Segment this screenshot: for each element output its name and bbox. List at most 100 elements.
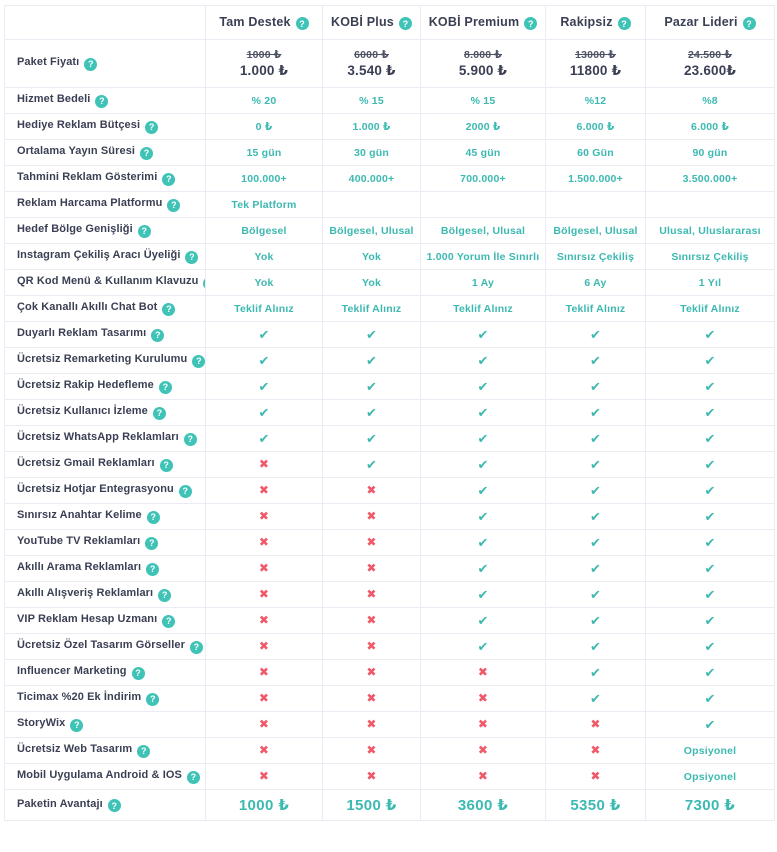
check-icon: ✔ (477, 638, 489, 654)
column-header-1: Tam Destek? (205, 5, 323, 40)
cross-icon: ✖ (258, 717, 270, 731)
cross-icon: ✖ (366, 769, 377, 783)
cell-text: Yok (361, 250, 382, 263)
help-icon[interactable]: ? (158, 380, 172, 394)
column-title: Pazar Lideri (664, 14, 738, 29)
help-icon[interactable]: ? (107, 799, 121, 813)
help-icon[interactable]: ? (185, 250, 199, 264)
row-label: Hedef Bölge Genişliği? (4, 217, 206, 244)
help-icon[interactable]: ? (95, 94, 109, 108)
column-header-5: Pazar Lideri? (645, 5, 775, 40)
value-cell: 400.000+ (322, 165, 421, 192)
help-icon[interactable]: ? (178, 484, 192, 498)
help-icon[interactable]: ? (146, 692, 160, 706)
table-body: Paket Fiyatı? 1000 ₺ 1.000 ₺ 6000 ₺ 3.540 ₺ 8… (4, 39, 775, 821)
current-price: 1.000 ₺ (239, 62, 289, 78)
row-label-text: Akıllı Arama Reklamları (17, 561, 142, 574)
help-icon[interactable]: ? (84, 57, 98, 71)
value-cell: ✖ (322, 685, 421, 712)
check-icon: ✔ (365, 326, 378, 342)
check-icon: ✔ (589, 482, 602, 498)
value-cell: ✔ (645, 373, 775, 400)
row-label: Ücretsiz Kullanıcı İzleme? (4, 399, 206, 426)
value-cell: 1000 ₺ (205, 789, 323, 821)
help-icon[interactable]: ? (152, 406, 166, 420)
help-icon[interactable]: ? (151, 328, 165, 342)
cross-icon: ✖ (258, 613, 270, 627)
check-icon: ✔ (704, 456, 716, 472)
value-cell: 3.500.000+ (645, 165, 775, 192)
value-cell (545, 191, 646, 218)
row-label-text: Çok Kanallı Akıllı Chat Bot (17, 301, 158, 314)
column-title: KOBİ Plus (331, 14, 394, 29)
help-icon[interactable]: ? (203, 276, 205, 290)
header-row: Tam Destek? KOBİ Plus? KOBİ Premium? Rakips… (4, 5, 775, 40)
value-cell: ✔ (545, 373, 646, 400)
value-cell: 5350 ₺ (545, 789, 646, 821)
value-cell: ✖ (322, 503, 421, 530)
value-cell: ✔ (645, 711, 775, 738)
row-label-text: Paket Fiyatı (17, 56, 80, 69)
help-icon[interactable]: ? (162, 302, 176, 316)
check-icon: ✔ (704, 534, 716, 550)
cross-icon: ✖ (258, 535, 270, 549)
row-label-text: Hedef Bölge Genişliği (17, 223, 133, 236)
cell-text: Bölgesel (241, 224, 287, 237)
value-cell: ✔ (645, 451, 775, 478)
help-icon[interactable]: ? (70, 718, 84, 732)
table-row: Ücretsiz Remarketing Kurulumu? ✔ ✔ ✔ ✔ ✔ (4, 347, 775, 374)
value-cell: ✔ (645, 399, 775, 426)
help-icon[interactable]: ? (137, 224, 151, 238)
help-icon[interactable]: ? (192, 354, 205, 368)
check-icon: ✔ (365, 430, 378, 446)
value-cell: Yok (205, 243, 323, 270)
cross-icon: ✖ (366, 639, 377, 653)
current-price: 5.900 ₺ (458, 62, 508, 78)
help-icon[interactable]: ? (183, 432, 197, 446)
cross-icon: ✖ (366, 535, 377, 549)
value-cell: 15 gün (205, 139, 323, 166)
cell-text: 5350 ₺ (570, 797, 621, 814)
table-row: Mobil Uygulama Android & IOS? ✖ ✖ ✖ ✖ Opsiyon… (4, 763, 775, 790)
help-icon[interactable]: ? (295, 17, 309, 31)
table-row: Ticimax %20 Ek İndirim? ✖ ✖ ✖ ✔ ✔ (4, 685, 775, 712)
help-icon[interactable]: ? (162, 172, 176, 186)
cell-text: 1.500.000+ (568, 172, 623, 185)
value-cell: ✖ (420, 711, 546, 738)
help-icon[interactable]: ? (131, 666, 145, 680)
cell-text: 1 Yıl (698, 276, 722, 289)
value-cell: ✔ (205, 373, 323, 400)
help-icon[interactable]: ? (146, 562, 160, 576)
help-icon[interactable]: ? (137, 744, 151, 758)
value-cell: 1000 ₺ 1.000 ₺ (205, 39, 323, 88)
help-icon[interactable]: ? (186, 770, 200, 784)
help-icon[interactable]: ? (162, 614, 176, 628)
help-icon[interactable]: ? (140, 146, 154, 160)
help-icon[interactable]: ? (742, 17, 756, 31)
help-icon[interactable]: ? (524, 17, 538, 31)
help-icon[interactable]: ? (617, 17, 631, 31)
check-icon: ✔ (704, 664, 716, 680)
old-price: 6000 ₺ (354, 48, 389, 61)
row-label-text: Reklam Harcama Platformu (17, 197, 163, 210)
help-icon[interactable]: ? (158, 588, 172, 602)
help-icon[interactable]: ? (398, 17, 412, 31)
check-icon: ✔ (365, 378, 378, 394)
old-price: 24.500 ₺ (688, 48, 732, 61)
help-icon[interactable]: ? (189, 640, 203, 654)
help-icon[interactable]: ? (146, 510, 160, 524)
value-cell: ✖ (205, 607, 323, 634)
help-icon[interactable]: ? (145, 536, 159, 550)
cell-text: Yok (254, 276, 274, 289)
row-label-text: Hediye Reklam Bütçesi (17, 119, 141, 132)
value-cell: ✖ (205, 711, 323, 738)
value-cell: ✖ (205, 659, 323, 686)
cross-icon: ✖ (366, 613, 377, 627)
help-icon[interactable]: ? (159, 458, 173, 472)
value-cell: ✔ (322, 321, 421, 348)
table-row: Ücretsiz Kullanıcı İzleme? ✔ ✔ ✔ ✔ ✔ (4, 399, 775, 426)
help-icon[interactable]: ? (145, 120, 159, 134)
help-icon[interactable]: ? (167, 198, 181, 212)
table-row: Duyarlı Reklam Tasarımı? ✔ ✔ ✔ ✔ ✔ (4, 321, 775, 348)
cross-icon: ✖ (366, 561, 377, 575)
